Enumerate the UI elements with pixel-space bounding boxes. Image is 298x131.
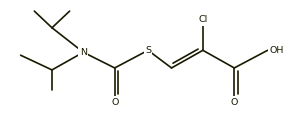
Text: OH: OH (269, 46, 284, 55)
Text: O: O (231, 98, 238, 107)
Text: S: S (145, 46, 151, 55)
Text: O: O (111, 98, 118, 107)
Text: N: N (80, 48, 87, 57)
Text: Cl: Cl (198, 15, 207, 24)
